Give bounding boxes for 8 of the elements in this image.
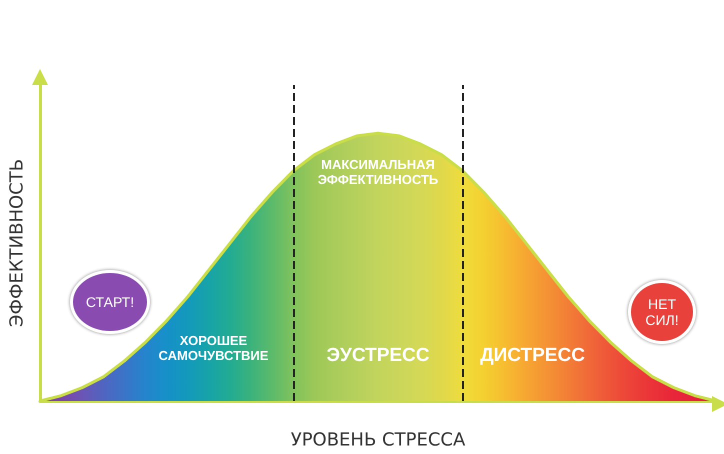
- annotation: ДИСТРЕСС: [479, 345, 586, 368]
- annotation: ХОРОШЕЕ САМОЧУВСТВИЕ: [158, 332, 270, 363]
- annotation: ЭУСТРЕСС: [326, 345, 430, 368]
- speech-bubble: НЕТ СИЛ!: [628, 280, 696, 344]
- y-axis-title: ЭФФЕКТИВНОСТЬ: [6, 158, 28, 328]
- thought-bubble: СТАРТ!: [70, 270, 150, 334]
- annotation: МАКСИМАЛЬНАЯ ЭФФЕКТИВНОСТЬ: [316, 157, 440, 188]
- x-axis-title: УРОВЕНЬ СТРЕССА: [290, 430, 466, 450]
